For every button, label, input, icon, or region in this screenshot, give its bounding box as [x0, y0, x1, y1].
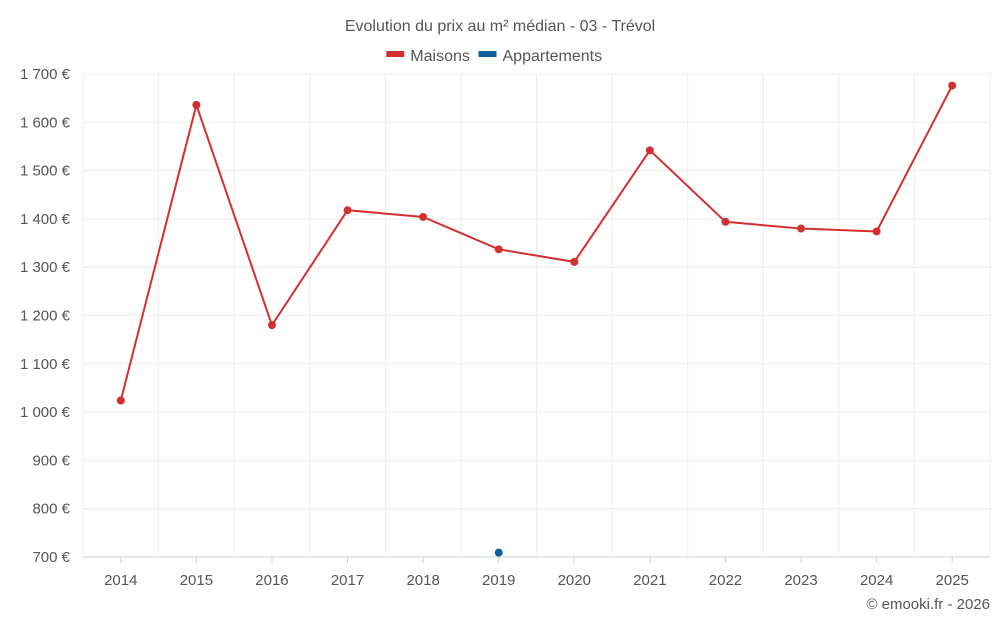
x-tick-label: 2015 [180, 572, 213, 589]
y-axis-ticks: 700 € 800 € 900 € 1 000 € 1 100 € 1 200 € 1 30… [20, 66, 71, 566]
data-point[interactable] [343, 206, 352, 215]
grid [82, 73, 991, 558]
x-tick-label: 2017 [331, 572, 364, 589]
series-maisons [116, 81, 957, 405]
data-point[interactable] [494, 245, 503, 254]
x-tick-label: 2022 [709, 572, 742, 589]
y-tick-label: 1 600 € [20, 114, 71, 131]
data-point[interactable] [494, 548, 503, 557]
legend-label: Maisons [410, 48, 470, 65]
x-tick-label: 2014 [104, 572, 137, 589]
data-point[interactable] [721, 217, 730, 226]
data-point[interactable] [116, 396, 125, 405]
y-tick-label: 1 000 € [20, 404, 71, 421]
legend-item-maisons[interactable]: Maisons [386, 48, 470, 65]
data-point[interactable] [872, 227, 881, 236]
y-tick-label: 1 400 € [20, 211, 71, 228]
x-tick-label: 2020 [558, 572, 591, 589]
data-point[interactable] [948, 81, 957, 90]
data-point[interactable] [419, 212, 428, 221]
series-layer [116, 81, 957, 557]
legend-swatch [386, 51, 405, 57]
y-tick-label: 1 100 € [20, 356, 71, 373]
x-tick-label: 2025 [936, 572, 969, 589]
x-tick-label: 2024 [860, 572, 893, 589]
x-tick-label: 2018 [406, 572, 439, 589]
y-tick-label: 1 700 € [20, 66, 71, 83]
y-tick-label: 700 € [32, 549, 70, 566]
copyright-footer: © emooki.fr - 2026 [866, 596, 990, 613]
data-point[interactable] [192, 100, 201, 109]
series-line [119, 85, 954, 401]
x-tick-label: 2019 [482, 572, 515, 589]
x-axis-ticks: 2014 2015 2016 2017 2018 2019 2020 2021 2022 2023… [104, 557, 969, 589]
legend-swatch [478, 51, 497, 57]
data-point[interactable] [267, 321, 276, 330]
x-tick-label: 2023 [784, 572, 817, 589]
y-tick-label: 800 € [32, 501, 70, 518]
chart-title: Evolution du prix au m² médian - 03 - Tr… [345, 18, 655, 35]
y-tick-label: 900 € [32, 452, 70, 469]
x-tick-label: 2021 [633, 572, 666, 589]
y-tick-label: 1 300 € [20, 259, 71, 276]
y-tick-label: 1 200 € [20, 308, 71, 325]
legend-label: Appartements [503, 48, 603, 65]
legend-item-appartements[interactable]: Appartements [478, 48, 603, 65]
data-point[interactable] [645, 146, 654, 155]
x-tick-label: 2016 [255, 572, 288, 589]
series-appartements [494, 548, 503, 557]
data-point[interactable] [570, 257, 579, 266]
data-point[interactable] [797, 224, 806, 233]
legend: Maisons Appartements [386, 48, 602, 65]
y-tick-label: 1 500 € [20, 163, 71, 180]
